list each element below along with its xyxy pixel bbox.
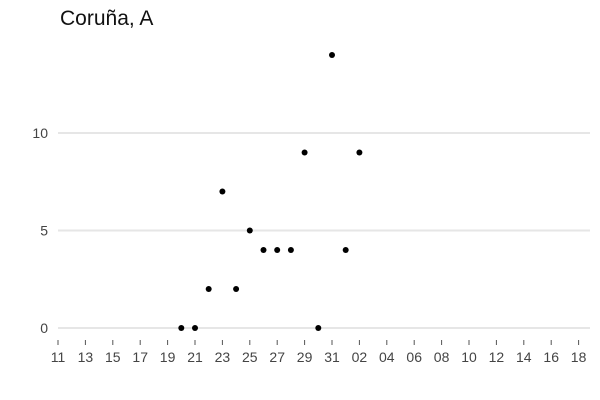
x-tick-label: 10 <box>461 349 477 365</box>
x-tick-label: 12 <box>489 349 505 365</box>
data-point <box>219 188 226 195</box>
x-tick-label: 08 <box>434 349 450 365</box>
x-tick-label: 14 <box>516 349 532 365</box>
x-tick-label: 13 <box>78 349 94 365</box>
y-tick-label: 5 <box>40 223 48 239</box>
data-point <box>192 325 198 331</box>
x-tick-label: 27 <box>269 349 285 365</box>
x-tick-label: 23 <box>215 349 231 365</box>
x-tick-label: 04 <box>379 349 395 365</box>
x-tick-label: 02 <box>352 349 368 365</box>
x-axis-tick-labels: 11 13 15 17 19 21 23 25 27 29 31 02 04 06 08 10 12 14 16 18 <box>51 349 587 365</box>
y-axis-tick-labels: 0 5 10 <box>32 125 48 336</box>
data-point <box>260 247 267 253</box>
data-point <box>315 325 322 331</box>
x-tick-label: 25 <box>242 349 258 365</box>
x-tick-label: 06 <box>406 349 422 365</box>
data-point <box>287 247 294 253</box>
data-point <box>246 227 253 234</box>
x-tick-label: 21 <box>187 349 203 365</box>
x-tick-label: 11 <box>51 349 66 365</box>
data-point <box>356 149 363 156</box>
x-tick-label: 29 <box>297 349 313 365</box>
data-point <box>342 247 349 253</box>
chart-title: Coruña, A <box>60 7 154 30</box>
x-tick-label: 19 <box>160 349 176 365</box>
data-point <box>274 247 281 253</box>
grid-lines <box>58 132 590 329</box>
y-tick-label: 0 <box>40 320 48 336</box>
x-tick-label: 17 <box>132 349 148 365</box>
x-tick-label: 31 <box>324 349 340 365</box>
data-points <box>178 52 363 331</box>
x-tick-label: 15 <box>105 349 121 365</box>
y-tick-label: 10 <box>32 125 48 141</box>
data-point <box>178 325 185 331</box>
x-tick-label: 16 <box>543 349 559 365</box>
data-point <box>329 52 335 58</box>
x-tick-label: 18 <box>571 349 587 365</box>
x-axis-ticks <box>57 340 580 345</box>
data-point <box>233 286 240 292</box>
data-point <box>301 149 308 156</box>
data-point <box>205 286 212 292</box>
